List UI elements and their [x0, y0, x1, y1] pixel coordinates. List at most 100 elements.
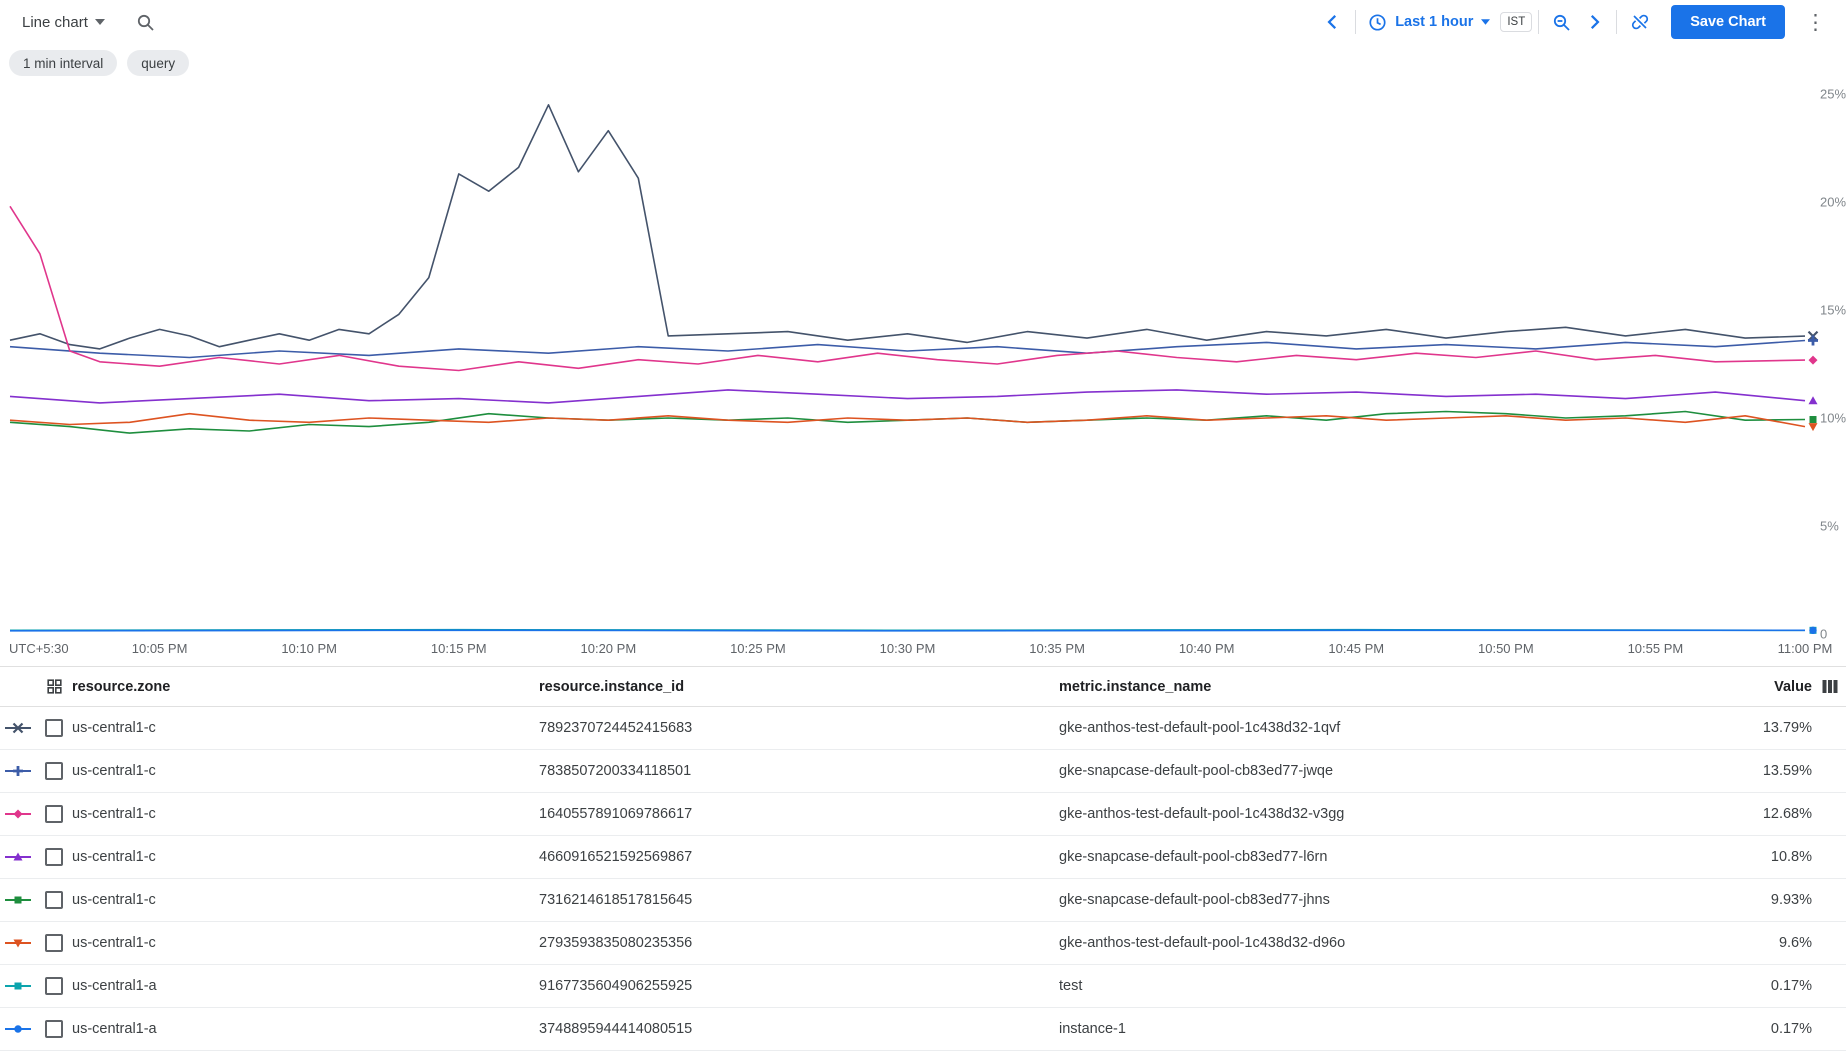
resource-zone-cell: us-central1-a: [72, 1021, 157, 1037]
column-header-value: Value: [1774, 678, 1812, 695]
table-row[interactable]: us-central1-c 7316214618517815645 gke-sn…: [0, 879, 1846, 922]
table-row[interactable]: us-central1-c 1640557891069786617 gke-an…: [0, 793, 1846, 836]
value-cell: 13.59%: [1762, 763, 1812, 779]
chevron-down-icon: [1481, 19, 1491, 25]
series-endpoint-marker: [14, 982, 22, 990]
link-off-icon: [1632, 14, 1649, 30]
y-axis-tick-label: 10%: [1820, 411, 1846, 426]
time-range-label: Last 1 hour: [1395, 14, 1474, 30]
chart-type-selector[interactable]: Line chart: [14, 8, 113, 37]
chart-chips: 1 min interval query: [0, 44, 1846, 82]
group-by-icon: [46, 679, 62, 694]
series-endpoint-marker: [14, 1025, 22, 1033]
resource-zone-cell: us-central1-c: [72, 720, 156, 736]
columns-icon: [1822, 680, 1838, 693]
toolbar-divider: [1538, 10, 1540, 34]
table-row[interactable]: us-central1-c 4660916521592569867 gke-sn…: [0, 836, 1846, 879]
row-checkbox[interactable]: [45, 719, 63, 737]
more-options-button[interactable]: ⋮: [1797, 10, 1834, 35]
series-marker-icon: [5, 982, 31, 990]
toolbar-divider: [1616, 10, 1618, 34]
table-row[interactable]: us-central1-c 7838507200334118501 gke-sn…: [0, 750, 1846, 793]
row-checkbox[interactable]: [45, 1020, 63, 1038]
y-axis-tick-label: 15%: [1820, 303, 1846, 318]
series-endpoint-marker: [14, 896, 22, 904]
time-forward-button[interactable]: [1578, 6, 1610, 38]
row-checkbox[interactable]: [45, 977, 63, 995]
value-cell: 13.79%: [1762, 720, 1812, 736]
instance-name-cell: test: [1059, 978, 1083, 994]
column-header-resource-zone: resource.zone: [72, 678, 171, 695]
x-axis-tick-label: 10:50 PM: [1478, 641, 1534, 656]
series-line: [9, 412, 1806, 428]
clock-icon: [1369, 13, 1386, 31]
chart-type-label: Line chart: [22, 13, 88, 31]
time-back-button[interactable]: [1317, 6, 1349, 38]
x-axis-tick-label: 10:30 PM: [880, 641, 936, 656]
y-axis-tick-label: 0: [1820, 627, 1827, 642]
x-axis-tick-label: 10:40 PM: [1179, 641, 1235, 656]
table-row[interactable]: us-central1-a 3748895944414080515 instan…: [0, 1008, 1846, 1051]
table-row[interactable]: us-central1-a 9167735604906255925 test 0…: [0, 965, 1846, 1008]
metrics-line-chart[interactable]: 25% 20% 15% 10% 5% 0 UTC+5:30 10:05 PM 10:10 PM 1…: [0, 82, 1846, 666]
x-axis-tick-label: UTC+5:30: [9, 641, 69, 656]
instance-name-cell: instance-1: [1059, 1021, 1126, 1037]
resource-zone-cell: us-central1-c: [72, 849, 156, 865]
row-checkbox[interactable]: [45, 891, 63, 909]
x-axis-tick-label: 10:15 PM: [431, 641, 487, 656]
x-axis-tick-label: 10:20 PM: [581, 641, 637, 656]
interval-chip[interactable]: 1 min interval: [9, 50, 118, 76]
instance-id-cell: 7316214618517815645: [539, 892, 693, 908]
instance-name-cell: gke-snapcase-default-pool-cb83ed77-jhns: [1059, 892, 1330, 908]
row-checkbox[interactable]: [45, 848, 63, 866]
series-marker-icon: [5, 939, 31, 948]
value-cell: 9.6%: [1778, 935, 1812, 951]
x-axis-tick-label: 10:10 PM: [281, 641, 337, 656]
x-axis-tick-label: 10:45 PM: [1328, 641, 1384, 656]
series-marker-icon: [5, 1025, 31, 1033]
instance-name-cell: gke-anthos-test-default-pool-1c438d32-d9…: [1059, 935, 1346, 951]
chevron-right-icon: [1591, 15, 1600, 29]
save-chart-button[interactable]: Save Chart: [1671, 5, 1785, 39]
series-endpoint-marker: [1808, 396, 1818, 405]
series-endpoint-marker: [13, 939, 23, 948]
instance-id-cell: 1640557891069786617: [539, 806, 693, 822]
value-cell: 9.93%: [1770, 892, 1812, 908]
series-line: [9, 389, 1806, 404]
timezone-badge[interactable]: IST: [1500, 12, 1533, 32]
row-checkbox[interactable]: [45, 762, 63, 780]
chevron-left-icon: [1327, 15, 1337, 29]
row-checkbox[interactable]: [45, 934, 63, 952]
series-marker-icon: [5, 722, 31, 734]
x-axis-tick-label: 10:05 PM: [132, 641, 188, 656]
instance-id-cell: 9167735604906255925: [539, 978, 693, 994]
table-row[interactable]: us-central1-c 2793593835080235356 gke-an…: [0, 922, 1846, 965]
table-row[interactable]: us-central1-c 7892370724452415683 gke-an…: [0, 707, 1846, 750]
series-line: [9, 103, 1806, 350]
table-header: resource.zone resource.instance_id metri…: [0, 667, 1846, 707]
column-header-instance-name: metric.instance_name: [1059, 678, 1212, 695]
row-checkbox[interactable]: [45, 805, 63, 823]
resource-zone-cell: us-central1-c: [72, 892, 156, 908]
search-button[interactable]: [129, 6, 162, 39]
resource-zone-cell: us-central1-c: [72, 763, 156, 779]
column-settings-button[interactable]: [1820, 677, 1840, 696]
resource-zone-cell: us-central1-a: [72, 978, 157, 994]
zoom-out-button[interactable]: [1545, 6, 1578, 39]
value-cell: 10.8%: [1770, 849, 1812, 865]
link-off-button[interactable]: [1623, 5, 1657, 39]
instance-name-cell: gke-anthos-test-default-pool-1c438d32-v3…: [1059, 806, 1345, 822]
chevron-down-icon: [94, 19, 105, 25]
series-marker-icon: [5, 896, 31, 904]
x-axis-tick-label: 10:55 PM: [1628, 641, 1684, 656]
instance-id-cell: 3748895944414080515: [539, 1021, 693, 1037]
time-range-selector[interactable]: Last 1 hour: [1362, 7, 1496, 38]
group-by-button[interactable]: [45, 677, 64, 696]
series-marker-icon: [5, 852, 31, 861]
value-cell: 0.17%: [1770, 1021, 1812, 1037]
series-endpoint-marker: [1809, 626, 1817, 635]
zoom-out-icon: [1554, 14, 1570, 31]
chart-toolbar: Line chart Last 1 hour IST Save C: [0, 0, 1846, 44]
query-chip[interactable]: query: [127, 50, 190, 76]
series-endpoint-marker: [1808, 335, 1818, 346]
